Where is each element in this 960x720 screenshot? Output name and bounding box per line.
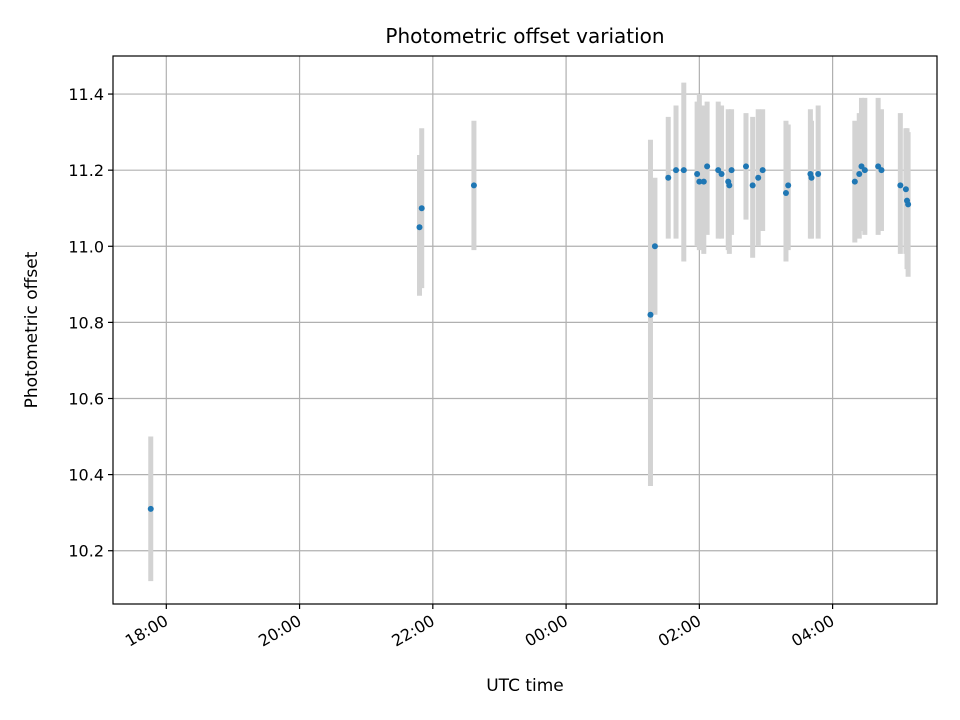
data-point: [861, 167, 868, 174]
data-point: [718, 170, 725, 177]
data-point: [416, 224, 423, 231]
data-point: [785, 182, 792, 189]
data-point: [759, 167, 766, 174]
data-points: [147, 163, 912, 512]
data-point: [665, 174, 672, 181]
y-tick-label: 11.2: [68, 161, 104, 180]
y-axis-ticks: 10.2 10.4 10.6 10.8 11.0 11.2 11.4: [68, 85, 113, 561]
data-point: [755, 174, 762, 181]
data-point: [905, 201, 912, 208]
y-tick-label: 10.4: [68, 466, 104, 485]
data-point: [856, 170, 863, 177]
data-point: [704, 163, 711, 170]
data-point: [651, 243, 658, 250]
y-tick-label: 10.6: [68, 390, 104, 409]
data-point: [647, 311, 654, 318]
data-point: [878, 167, 885, 174]
grid-lines: [113, 56, 937, 604]
data-point: [147, 505, 154, 512]
data-point: [696, 178, 703, 185]
data-point: [470, 182, 477, 189]
data-point: [749, 182, 756, 189]
data-point: [742, 163, 749, 170]
data-point: [897, 182, 904, 189]
data-point: [808, 174, 815, 181]
data-point: [694, 170, 701, 177]
data-point: [680, 167, 687, 174]
data-point: [673, 167, 680, 174]
y-tick-label: 10.8: [68, 313, 104, 332]
y-tick-label: 11.4: [68, 85, 104, 104]
data-point: [418, 205, 425, 212]
plot-area-frame: [112, 55, 938, 605]
y-tick-label: 10.2: [68, 542, 104, 561]
data-point: [700, 178, 707, 185]
data-point: [851, 178, 858, 185]
data-point: [902, 186, 909, 193]
data-point: [782, 190, 789, 196]
chart-title: Photometric offset variation: [385, 24, 664, 48]
y-tick-label: 11.0: [68, 237, 104, 256]
y-axis-title: Photometric offset: [22, 251, 42, 408]
data-point: [726, 182, 733, 189]
data-point: [728, 167, 735, 174]
data-point: [815, 170, 822, 177]
x-axis-title: UTC time: [486, 676, 564, 696]
